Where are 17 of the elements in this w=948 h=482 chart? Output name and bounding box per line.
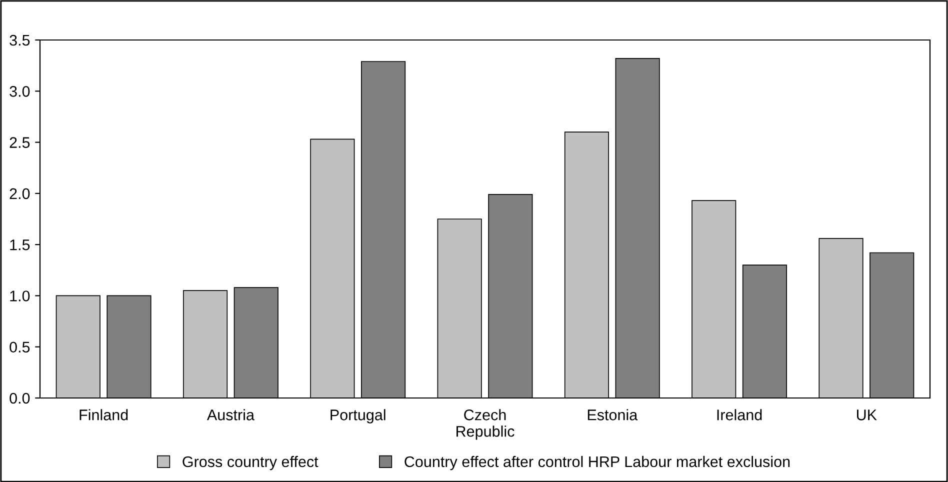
y-tick-label: 1.0 — [10, 290, 30, 302]
x-tick-label: Finland — [80, 409, 128, 420]
x-tick-label: Czech Republic — [456, 409, 514, 440]
y-tick-label: 3.5 — [10, 34, 30, 46]
y-tick-label: 0.0 — [10, 392, 30, 404]
y-tick-label: 2.5 — [10, 137, 30, 148]
legend-label: Gross country effect — [182, 456, 318, 470]
x-tick-label: Austria — [206, 409, 254, 420]
y-tick-label: 3.0 — [10, 86, 30, 97]
legend-label: Country effect after control HRP Labour market exclusion — [404, 456, 790, 470]
y-tick-label: 1.5 — [10, 240, 30, 250]
x-tick-label: Estonia — [588, 409, 638, 420]
y-tick-label: 2.0 — [10, 188, 30, 200]
y-tick-label: 0.5 — [10, 342, 30, 353]
x-tick-label: Ireland — [717, 409, 762, 420]
x-tick-label: UK — [856, 410, 877, 420]
x-tick-label: Portugal — [330, 409, 386, 424]
